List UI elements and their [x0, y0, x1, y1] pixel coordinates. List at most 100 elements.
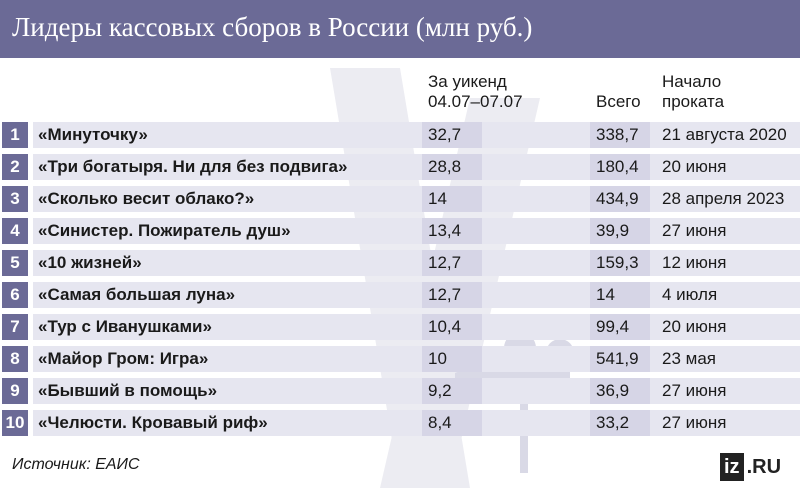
- header-total: Всего: [596, 92, 641, 111]
- logo-iz: iz: [720, 453, 744, 481]
- row-band: [33, 378, 800, 404]
- weekend-value: 12,7: [428, 253, 462, 272]
- header-start: Начало проката: [662, 72, 724, 112]
- weekend-column-shade: [422, 122, 482, 148]
- total-column-shade: [590, 346, 650, 372]
- weekend-value: 32,7: [428, 125, 462, 144]
- table-row: 4 «Синистер. Пожиратель душ» 13,4 39,9 27 ию…: [0, 218, 800, 244]
- weekend-value: 10,4: [428, 317, 462, 336]
- film-title: «Синистер. Пожиратель душ»: [38, 221, 291, 240]
- start-date: 21 августа 2020: [662, 125, 787, 144]
- row-band: [33, 154, 800, 180]
- start-date: 27 июня: [662, 381, 727, 400]
- total-column-shade: [590, 282, 650, 308]
- rank-badge: 10: [2, 410, 28, 436]
- weekend-column-shade: [422, 346, 482, 372]
- weekend-value: 13,4: [428, 221, 462, 240]
- table-row: 8 «Майор Гром: Игра» 10 541,9 23 мая: [0, 346, 800, 372]
- film-title: «Сколько весит облако?»: [38, 189, 255, 208]
- total-value: 33,2: [596, 413, 630, 432]
- total-value: 159,3: [596, 253, 639, 272]
- header-weekend-dates: 04.07–07.07: [428, 92, 523, 111]
- weekend-column-shade: [422, 154, 482, 180]
- total-value: 180,4: [596, 157, 639, 176]
- table-row: 6 «Самая большая луна» 12,7 14 4 июля: [0, 282, 800, 308]
- row-band: [33, 282, 800, 308]
- total-value: 14: [596, 285, 615, 304]
- row-band: [33, 218, 800, 244]
- rank-badge: 2: [2, 154, 28, 180]
- start-date: 20 июня: [662, 157, 727, 176]
- table-row: 10 «Челюсти. Кровавый риф» 8,4 33,2 27 июня: [0, 410, 800, 436]
- start-date: 12 июня: [662, 253, 727, 272]
- row-band: [33, 186, 800, 212]
- film-title: «Три богатыря. Ни для без подвига»: [38, 157, 348, 176]
- start-date: 4 июля: [662, 285, 718, 304]
- total-column-shade: [590, 410, 650, 436]
- weekend-column-shade: [422, 410, 482, 436]
- weekend-value: 9,2: [428, 381, 452, 400]
- weekend-value: 28,8: [428, 157, 462, 176]
- film-title: «Минуточку»: [38, 125, 148, 144]
- start-date: 23 мая: [662, 349, 716, 368]
- rank-badge: 7: [2, 314, 28, 340]
- row-band: [33, 410, 800, 436]
- weekend-value: 8,4: [428, 413, 452, 432]
- table-row: 3 «Сколько весит облако?» 14 434,9 28 апреля…: [0, 186, 800, 212]
- total-column-shade: [590, 154, 650, 180]
- total-column-shade: [590, 378, 650, 404]
- film-title: «Майор Гром: Игра»: [38, 349, 209, 368]
- total-value: 434,9: [596, 189, 639, 208]
- weekend-column-shade: [422, 218, 482, 244]
- total-value: 39,9: [596, 221, 630, 240]
- total-column-shade: [590, 250, 650, 276]
- start-date: 27 июня: [662, 221, 727, 240]
- header-weekend-label: За уикенд: [428, 72, 507, 91]
- header-weekend: За уикенд 04.07–07.07: [428, 72, 523, 112]
- weekend-value: 12,7: [428, 285, 462, 304]
- total-column-shade: [590, 218, 650, 244]
- weekend-value: 10: [428, 349, 447, 368]
- rank-badge: 1: [2, 122, 28, 148]
- rank-badge: 3: [2, 186, 28, 212]
- weekend-value: 14: [428, 189, 447, 208]
- row-band: [33, 314, 800, 340]
- rank-badge: 8: [2, 346, 28, 372]
- table-row: 5 «10 жизней» 12,7 159,3 12 июня: [0, 250, 800, 276]
- iz-ru-logo: iz .RU: [720, 452, 781, 482]
- weekend-column-shade: [422, 186, 482, 212]
- total-column-shade: [590, 122, 650, 148]
- row-band: [33, 250, 800, 276]
- film-title: «Тур с Иванушками»: [38, 317, 212, 336]
- row-band: [33, 122, 800, 148]
- weekend-column-shade: [422, 314, 482, 340]
- source-note: Источник: ЕАИС: [12, 456, 140, 473]
- film-title: «Самая большая луна»: [38, 285, 236, 304]
- total-column-shade: [590, 314, 650, 340]
- table-row: 1 «Минуточку» 32,7 338,7 21 августа 2020: [0, 122, 800, 148]
- rank-badge: 9: [2, 378, 28, 404]
- start-date: 20 июня: [662, 317, 727, 336]
- title-bar: Лидеры кассовых сборов в России (млн руб…: [0, 0, 800, 58]
- film-title: «Бывший в помощь»: [38, 381, 218, 400]
- weekend-column-shade: [422, 282, 482, 308]
- rank-badge: 6: [2, 282, 28, 308]
- table-row: 9 «Бывший в помощь» 9,2 36,9 27 июня: [0, 378, 800, 404]
- total-value: 36,9: [596, 381, 630, 400]
- rank-badge: 5: [2, 250, 28, 276]
- logo-ru: .RU: [746, 455, 782, 478]
- header-start-line1: Начало: [662, 72, 722, 91]
- table-row: 7 «Тур с Иванушками» 10,4 99,4 20 июня: [0, 314, 800, 340]
- total-value: 541,9: [596, 349, 639, 368]
- start-date: 28 апреля 2023: [662, 189, 785, 208]
- total-value: 338,7: [596, 125, 639, 144]
- weekend-column-shade: [422, 378, 482, 404]
- rank-badge: 4: [2, 218, 28, 244]
- total-value: 99,4: [596, 317, 630, 336]
- total-column-shade: [590, 186, 650, 212]
- table-row: 2 «Три богатыря. Ни для без подвига» 28,8 1…: [0, 154, 800, 180]
- page-title: Лидеры кассовых сборов в России (млн руб…: [12, 12, 533, 42]
- start-date: 27 июня: [662, 413, 727, 432]
- header-start-line2: проката: [662, 92, 725, 111]
- weekend-column-shade: [422, 250, 482, 276]
